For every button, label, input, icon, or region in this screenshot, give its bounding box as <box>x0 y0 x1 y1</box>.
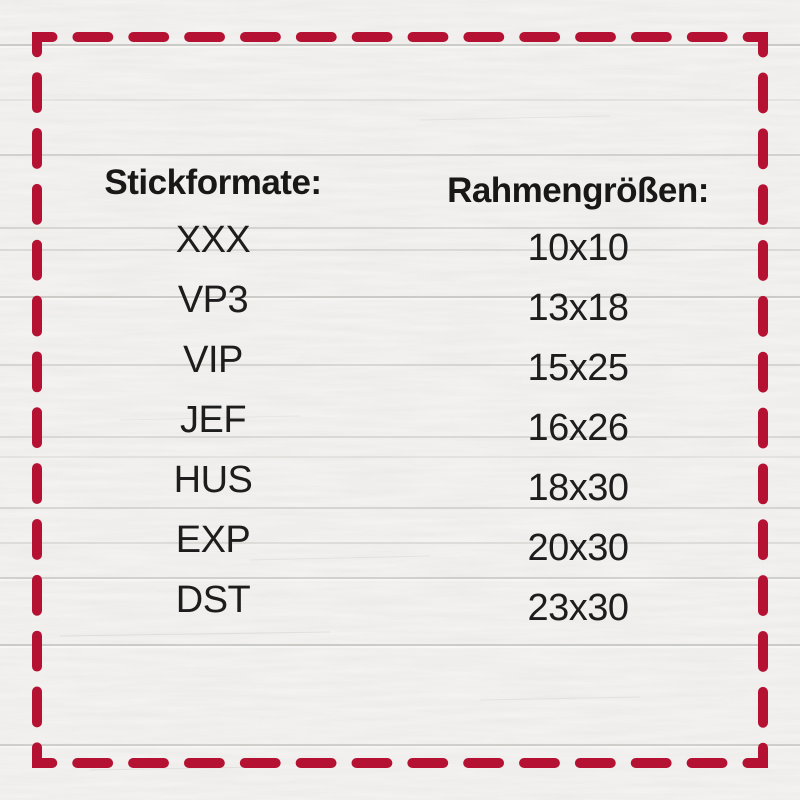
format-cell: VIP <box>183 339 243 381</box>
size-cell: 15x25 <box>527 347 629 389</box>
size-cell: 10x10 <box>527 227 629 269</box>
format-cell: XXX <box>175 219 251 261</box>
size-cell: 18x30 <box>527 467 629 509</box>
size-cell: 20x30 <box>527 527 629 569</box>
formats-column: Stickformate: XXX VP3 VIP JEF HUS EXP DS… <box>73 160 353 630</box>
sizes-header: Rahmengrößen: <box>447 171 709 210</box>
sizes-column: Rahmengrößen: 10x10 13x18 15x25 16x26 18… <box>438 168 718 638</box>
format-cell: JEF <box>179 399 247 441</box>
size-cell: 13x18 <box>527 287 629 329</box>
format-cell: DST <box>175 579 251 621</box>
format-cell: EXP <box>175 519 251 561</box>
size-cell: 23x30 <box>527 587 629 629</box>
format-cell: HUS <box>173 459 253 501</box>
format-cell: VP3 <box>177 279 249 321</box>
size-cell: 16x26 <box>527 407 629 449</box>
formats-header: Stickformate: <box>104 163 322 202</box>
